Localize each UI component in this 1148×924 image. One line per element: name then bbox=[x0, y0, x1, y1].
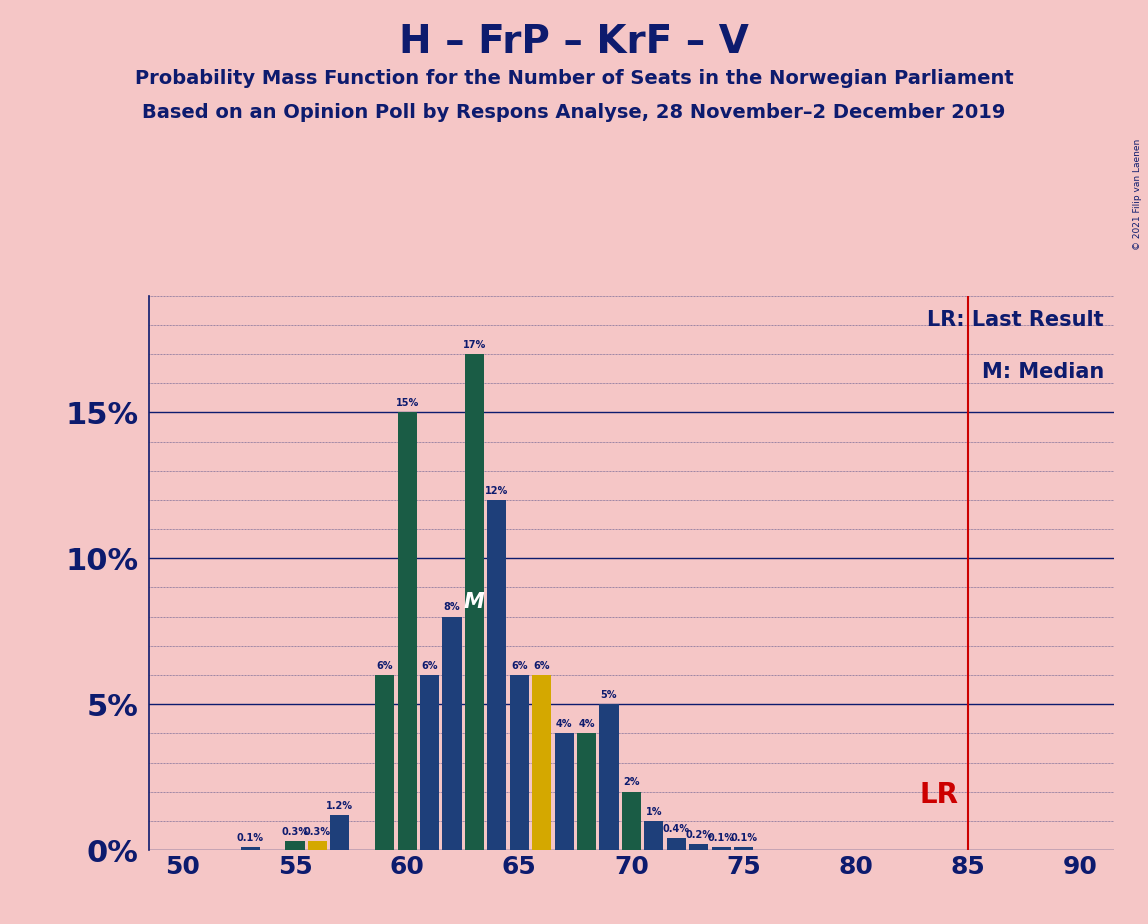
Text: 0.1%: 0.1% bbox=[730, 833, 757, 843]
Text: 5%: 5% bbox=[600, 690, 618, 699]
Text: 4%: 4% bbox=[556, 719, 573, 729]
Bar bbox=[420, 675, 439, 850]
Bar bbox=[577, 734, 596, 850]
Text: 0.3%: 0.3% bbox=[304, 827, 331, 837]
Bar bbox=[533, 675, 551, 850]
Bar bbox=[599, 704, 619, 850]
Bar bbox=[510, 675, 529, 850]
Bar bbox=[644, 821, 664, 850]
Bar bbox=[734, 847, 753, 850]
Bar bbox=[712, 847, 730, 850]
Text: 2%: 2% bbox=[623, 777, 639, 787]
Text: M: M bbox=[464, 592, 484, 612]
Bar bbox=[622, 792, 641, 850]
Text: 8%: 8% bbox=[443, 602, 460, 613]
Text: LR: Last Result: LR: Last Result bbox=[928, 310, 1104, 330]
Bar bbox=[689, 845, 708, 850]
Bar bbox=[331, 815, 349, 850]
Bar bbox=[241, 847, 259, 850]
Bar bbox=[442, 616, 461, 850]
Bar bbox=[375, 675, 394, 850]
Text: © 2021 Filip van Laenen: © 2021 Filip van Laenen bbox=[1133, 139, 1142, 249]
Bar bbox=[286, 842, 304, 850]
Text: 15%: 15% bbox=[396, 398, 419, 408]
Text: 0.4%: 0.4% bbox=[662, 824, 690, 834]
Bar bbox=[487, 500, 506, 850]
Text: H – FrP – KrF – V: H – FrP – KrF – V bbox=[400, 23, 748, 61]
Text: 1.2%: 1.2% bbox=[326, 801, 354, 810]
Text: 12%: 12% bbox=[486, 485, 509, 495]
Bar bbox=[308, 842, 327, 850]
Bar bbox=[397, 412, 417, 850]
Text: 6%: 6% bbox=[534, 661, 550, 671]
Bar bbox=[667, 838, 685, 850]
Text: 17%: 17% bbox=[463, 340, 486, 349]
Text: 1%: 1% bbox=[645, 807, 662, 817]
Text: Based on an Opinion Poll by Respons Analyse, 28 November–2 December 2019: Based on an Opinion Poll by Respons Anal… bbox=[142, 103, 1006, 123]
Bar bbox=[554, 734, 574, 850]
Bar bbox=[465, 354, 484, 850]
Text: 6%: 6% bbox=[377, 661, 393, 671]
Text: 0.1%: 0.1% bbox=[707, 833, 735, 843]
Text: 6%: 6% bbox=[421, 661, 437, 671]
Text: 4%: 4% bbox=[579, 719, 595, 729]
Text: M: Median: M: Median bbox=[982, 362, 1104, 383]
Text: 0.1%: 0.1% bbox=[236, 833, 264, 843]
Text: LR: LR bbox=[920, 781, 959, 808]
Text: 6%: 6% bbox=[511, 661, 528, 671]
Text: 0.3%: 0.3% bbox=[281, 827, 309, 837]
Text: Probability Mass Function for the Number of Seats in the Norwegian Parliament: Probability Mass Function for the Number… bbox=[134, 69, 1014, 89]
Text: 0.2%: 0.2% bbox=[685, 830, 712, 840]
